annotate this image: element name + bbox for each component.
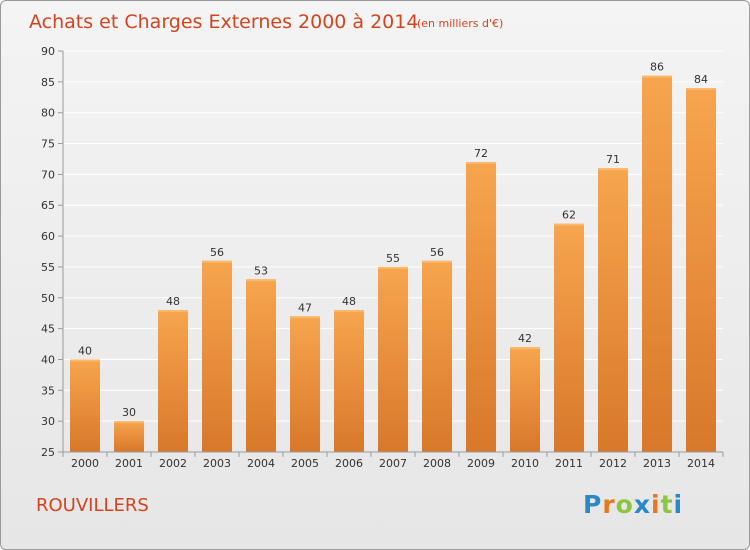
x-tick-label: 2007 — [379, 457, 407, 470]
data-label: 86 — [650, 61, 664, 74]
data-label: 47 — [298, 301, 312, 314]
y-tick-label: 85 — [41, 76, 55, 89]
bar-top-highlight — [158, 310, 188, 313]
data-label: 62 — [562, 209, 576, 222]
x-tick-label: 2009 — [467, 457, 495, 470]
x-tick-label: 2002 — [159, 457, 187, 470]
x-tick-label: 2006 — [335, 457, 363, 470]
bar-top-highlight — [466, 162, 496, 165]
data-label: 53 — [254, 264, 268, 277]
bar — [334, 310, 364, 452]
data-label: 42 — [518, 332, 532, 345]
bar-top-highlight — [554, 223, 584, 226]
y-tick-label: 30 — [41, 415, 55, 428]
x-tick-label: 2005 — [291, 457, 319, 470]
bar — [466, 162, 496, 453]
bar — [598, 168, 628, 452]
logo-letter: i — [651, 490, 661, 519]
y-tick-label: 40 — [41, 353, 55, 366]
logo-letter: r — [602, 490, 616, 519]
commune-name: ROUVILLERS — [36, 495, 149, 516]
x-tick-label: 2000 — [71, 457, 99, 470]
y-tick-label: 80 — [41, 107, 55, 120]
x-tick-label: 2012 — [599, 457, 627, 470]
bar — [246, 279, 276, 452]
y-tick-label: 35 — [41, 384, 55, 397]
x-tick-label: 2003 — [203, 457, 231, 470]
bar — [510, 347, 540, 452]
bar — [158, 310, 188, 452]
y-tick-label: 45 — [41, 323, 55, 336]
chart-subtitle: (en milliers d'€) — [417, 17, 503, 30]
x-tick-label: 2013 — [643, 457, 671, 470]
x-tick-label: 2010 — [511, 457, 539, 470]
bar — [422, 260, 452, 452]
bar-top-highlight — [378, 266, 408, 269]
x-tick-label: 2008 — [423, 457, 451, 470]
data-label: 56 — [210, 246, 224, 259]
data-label: 71 — [606, 153, 620, 166]
bar — [554, 223, 584, 452]
bar — [378, 266, 408, 452]
bar-top-highlight — [290, 316, 320, 319]
data-label: 72 — [474, 147, 488, 160]
bars — [70, 75, 716, 453]
logo-letter: i — [673, 490, 684, 519]
bar — [202, 260, 232, 452]
bar — [686, 88, 716, 452]
x-tick-label: 2011 — [555, 457, 583, 470]
y-tick-label: 90 — [41, 45, 55, 58]
data-label: 84 — [694, 73, 708, 86]
y-tick-label: 65 — [41, 199, 55, 212]
y-tick-label: 70 — [41, 168, 55, 181]
bar — [114, 421, 144, 452]
bar-top-highlight — [686, 88, 716, 91]
logo-letter: o — [615, 490, 634, 519]
bar — [290, 316, 320, 452]
y-tick-label: 60 — [41, 230, 55, 243]
data-labels: 40 30 48 56 53 47 48 55 56 72 42 62 71 86 84 — [78, 61, 708, 419]
x-tick-label: 2004 — [247, 457, 275, 470]
logo-letter: x — [633, 490, 651, 519]
bar — [70, 359, 100, 452]
y-tick-label: 75 — [41, 138, 55, 151]
data-label: 48 — [342, 295, 356, 308]
bar-top-highlight — [246, 279, 276, 282]
bar — [642, 75, 672, 452]
data-label: 40 — [78, 344, 92, 357]
bar-top-highlight — [598, 168, 628, 171]
bar-top-highlight — [202, 260, 232, 263]
y-tick-label: 50 — [41, 292, 55, 305]
chart-title: Achats et Charges Externes 2000 à 2014 — [29, 11, 418, 33]
data-label: 48 — [166, 295, 180, 308]
bar-top-highlight — [70, 359, 100, 362]
bar-top-highlight — [510, 347, 540, 350]
proxiti-logo: Proxiti — [583, 490, 683, 519]
bar-top-highlight — [642, 75, 672, 78]
logo-letter: P — [583, 490, 603, 519]
axes: 25 30 35 40 45 50 55 60 65 70 75 80 85 90 2000 2001 2002… — [41, 45, 724, 470]
logo-letter: t — [660, 490, 674, 519]
data-label: 55 — [386, 252, 400, 265]
bar-top-highlight — [114, 421, 144, 424]
x-tick-label: 2001 — [115, 457, 143, 470]
data-label: 30 — [122, 406, 136, 419]
bar-top-highlight — [422, 260, 452, 263]
data-label: 56 — [430, 246, 444, 259]
y-tick-label: 55 — [41, 261, 55, 274]
bar-top-highlight — [334, 310, 364, 313]
x-tick-label: 2014 — [687, 457, 715, 470]
y-tick-label: 25 — [41, 446, 55, 459]
